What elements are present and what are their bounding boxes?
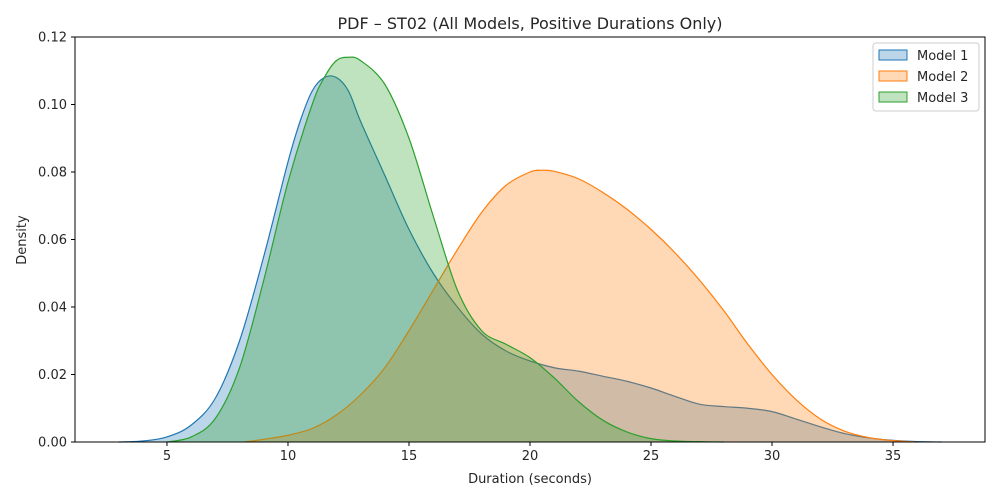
x-axis-title: Duration (seconds) [468, 472, 592, 487]
area-model-2 [244, 170, 918, 442]
y-axis-title: Density [15, 215, 30, 265]
legend-swatch-model-3 [878, 91, 908, 103]
x-tick-label-10: 10 [280, 449, 297, 464]
legend-label-model-3: Model 3 [917, 91, 968, 106]
legend: Model 1 Model 2 Model 3 [872, 42, 980, 112]
line-model-2 [244, 169, 918, 443]
x-axis: 5 10 15 20 25 30 35 [163, 442, 901, 464]
y-tick-label-0-02: 0.02 [38, 368, 67, 383]
legend-label-model-1: Model 1 [917, 49, 968, 64]
y-tick-label-0-08: 0.08 [38, 166, 67, 181]
y-tick-label-0-06: 0.06 [38, 233, 67, 248]
x-tick-label-35: 35 [885, 449, 902, 464]
legend-label-model-2: Model 2 [917, 70, 968, 85]
x-tick-label-20: 20 [522, 449, 539, 464]
area-model-3 [166, 57, 724, 443]
x-tick-label-15: 15 [401, 449, 418, 464]
y-tick-label-0-04: 0.04 [38, 301, 67, 316]
legend-swatch-model-2 [878, 70, 908, 82]
legend-swatch-model-1 [878, 49, 908, 61]
chart-title: PDF – ST02 (All Models, Positive Duratio… [338, 14, 723, 33]
y-tick-label-0-12: 0.12 [38, 31, 67, 46]
x-tick-label-30: 30 [764, 449, 781, 464]
y-tick-label-0-00: 0.00 [38, 436, 67, 451]
y-axis: 0.00 0.02 0.04 0.06 0.08 0.10 0.12 [38, 31, 75, 451]
y-tick-label-0-10: 0.10 [38, 98, 67, 113]
series-layer [118, 56, 942, 443]
x-tick-label-25: 25 [643, 449, 660, 464]
line-model-3 [166, 56, 724, 443]
x-tick-label-5: 5 [163, 449, 171, 464]
area-model-1 [118, 75, 942, 442]
line-model-1 [118, 75, 942, 443]
